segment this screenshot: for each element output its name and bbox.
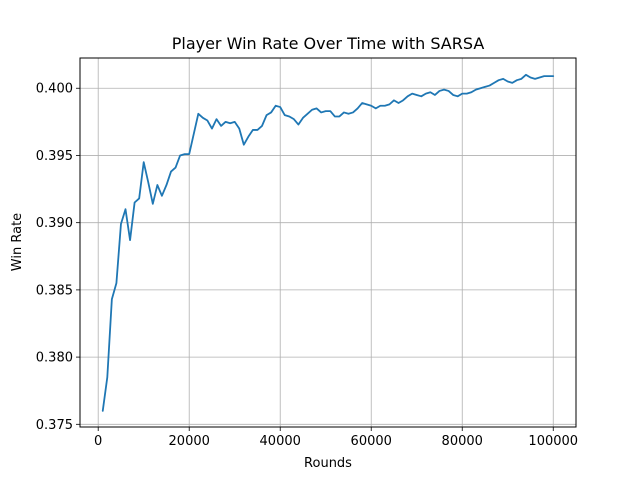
y-tick-label: 0.385 [36, 283, 73, 298]
plot-area [101, 73, 555, 412]
axes-frame [79, 57, 577, 428]
x-tick-label: 40000 [260, 434, 301, 449]
chart-title: Player Win Rate Over Time with SARSA [172, 34, 485, 53]
y-tick-label: 0.390 [36, 216, 73, 231]
y-tick-label: 0.375 [36, 418, 73, 433]
y-tick-label: 0.380 [36, 351, 73, 366]
y-axis: 0.375 0.380 0.385 0.390 0.395 0.400 [36, 82, 80, 433]
x-tick-label: 20000 [169, 434, 210, 449]
win-rate-series-line [101, 73, 555, 412]
y-tick-label: 0.400 [36, 82, 73, 97]
x-tick-label: 0 [94, 434, 102, 449]
y-tick-label: 0.395 [36, 149, 73, 164]
x-tick-label: 80000 [442, 434, 483, 449]
x-tick-label: 60000 [351, 434, 392, 449]
x-axis-label: Rounds [304, 456, 352, 471]
x-tick-label: 100000 [528, 434, 578, 449]
x-axis: 0 20000 40000 60000 80000 100000 [94, 427, 578, 449]
grid [80, 58, 576, 427]
y-axis-label: Win Rate [10, 213, 25, 271]
